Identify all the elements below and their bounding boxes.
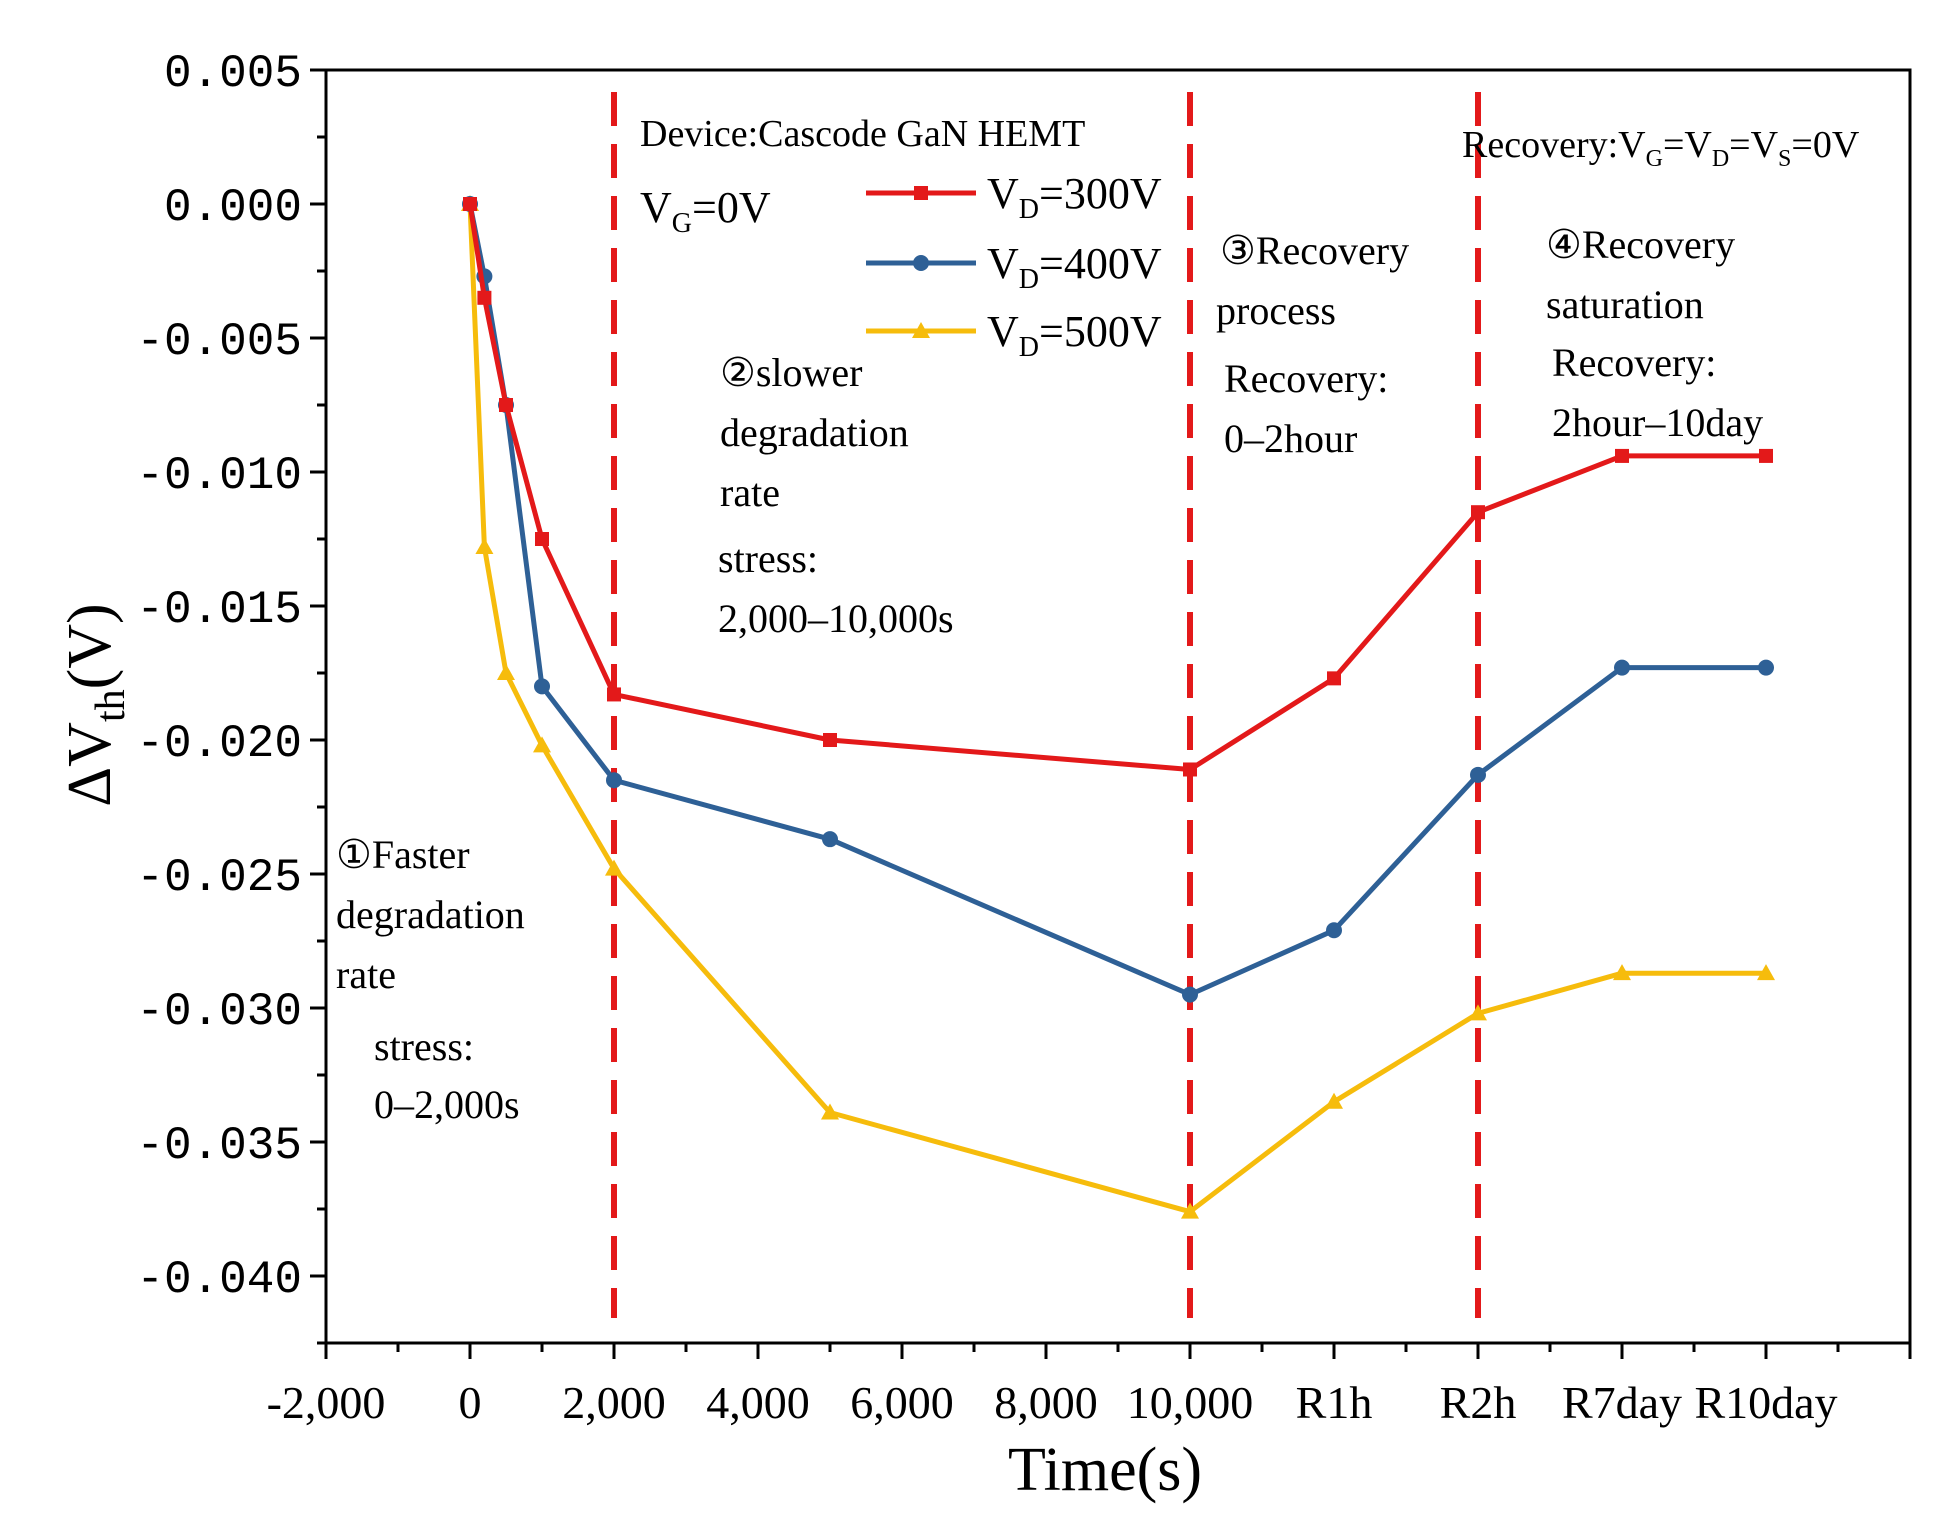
legend-marker-500v bbox=[912, 322, 930, 338]
y-axis-title-main: ΔV bbox=[56, 722, 124, 807]
x-tick-label: R10day bbox=[1694, 1377, 1837, 1428]
data-point-vd500v bbox=[1469, 1004, 1487, 1021]
y-tick-label: -0.015 bbox=[136, 584, 302, 636]
data-point-vd500v bbox=[533, 736, 551, 753]
axis-ticks bbox=[310, 68, 1912, 1359]
y-tick-label: -0.030 bbox=[136, 986, 302, 1038]
legend-item-500v: VD=500V bbox=[866, 307, 1162, 363]
annotation-stage4: ④Recovery saturation Recovery: 2hour–10d… bbox=[1546, 222, 1763, 445]
stage1-line2: degradation bbox=[336, 892, 525, 937]
y-axis-tick-labels: 0.005 0.000 -0.005 -0.010 -0.015 -0.020 -0.025… bbox=[136, 48, 302, 1306]
data-point-vd300v bbox=[1327, 671, 1341, 686]
data-point-vd400v bbox=[822, 831, 838, 848]
x-tick-label: R7day bbox=[1562, 1377, 1682, 1428]
stage4-recovery-line2: 2hour–10day bbox=[1552, 400, 1763, 445]
series-vd300v bbox=[463, 197, 1773, 777]
y-tick-label: -0.010 bbox=[136, 450, 302, 502]
y-tick-label: 0.000 bbox=[164, 182, 302, 234]
x-tick-label: -2,000 bbox=[267, 1377, 386, 1428]
x-tick-label: 0 bbox=[459, 1377, 482, 1428]
legend-label-300v: VD=300V bbox=[987, 169, 1162, 225]
y-tick-label: -0.025 bbox=[136, 852, 302, 904]
x-tick-label: 10,000 bbox=[1127, 1377, 1254, 1428]
data-point-vd500v bbox=[475, 538, 494, 555]
legend-label-400v: VD=400V bbox=[987, 239, 1162, 295]
stage2-line3: rate bbox=[720, 470, 780, 515]
data-point-vd300v bbox=[607, 687, 621, 702]
stage4-recovery-line1: Recovery: bbox=[1552, 340, 1716, 385]
data-point-vd500v bbox=[1181, 1202, 1199, 1219]
annotation-stage3: ③Recovery process Recovery: 0–2hour bbox=[1216, 228, 1409, 461]
data-point-vd400v bbox=[1758, 659, 1774, 676]
legend-item-400v: VD=400V bbox=[866, 239, 1162, 295]
data-point-vd400v bbox=[1182, 986, 1198, 1003]
annotation-device: Device:Cascode GaN HEMT bbox=[640, 113, 1085, 155]
legend-marker-300v bbox=[914, 186, 928, 200]
stage-boundary-lines bbox=[611, 92, 1481, 1318]
data-point-vd400v bbox=[1614, 659, 1630, 676]
data-point-vd300v bbox=[1471, 505, 1485, 520]
stage1-line1: ①Faster bbox=[336, 832, 470, 877]
data-point-vd500v bbox=[821, 1103, 839, 1120]
legend-label-500v: VD=500V bbox=[987, 307, 1162, 363]
stage1-stress-line2: 0–2,000s bbox=[374, 1082, 520, 1127]
legend-item-300v: VD=300V bbox=[866, 169, 1162, 225]
legend-marker-400v bbox=[913, 255, 929, 271]
data-point-vd500v bbox=[1613, 964, 1631, 981]
stage3-line1: ③Recovery bbox=[1220, 228, 1409, 273]
data-point-vd400v bbox=[534, 678, 550, 695]
stage3-line2: process bbox=[1216, 288, 1336, 333]
data-point-vd500v bbox=[497, 664, 515, 680]
x-axis-title: Time(s) bbox=[1008, 1436, 1202, 1504]
y-axis-title-sub: th bbox=[88, 689, 134, 722]
x-tick-label: 2,000 bbox=[562, 1377, 666, 1428]
data-point-vd400v bbox=[606, 772, 622, 789]
x-tick-label: 8,000 bbox=[994, 1377, 1098, 1428]
stage1-line3: rate bbox=[336, 952, 396, 997]
stage4-line1: ④Recovery bbox=[1546, 222, 1735, 267]
y-tick-label: -0.035 bbox=[136, 1120, 302, 1172]
stage1-stress-line1: stress: bbox=[374, 1024, 474, 1069]
stage2-line1: ②slower bbox=[720, 350, 863, 395]
data-point-vd400v bbox=[1326, 922, 1342, 939]
annotation-vg: VG=0V bbox=[640, 183, 771, 239]
stage3-recovery-line1: Recovery: bbox=[1224, 356, 1388, 401]
data-point-vd300v bbox=[535, 532, 549, 546]
data-point-vd500v bbox=[605, 859, 623, 876]
annotation-stage2: ②slower degradation rate stress: 2,000–1… bbox=[718, 350, 954, 641]
x-axis-tick-labels: -2,000 0 2,000 4,000 6,000 8,000 10,000 R1h R2h R… bbox=[267, 1377, 1838, 1428]
data-point-vd300v bbox=[463, 197, 477, 211]
y-tick-label: -0.020 bbox=[136, 718, 302, 770]
data-point-vd300v bbox=[823, 733, 837, 747]
x-tick-label: R1h bbox=[1296, 1377, 1373, 1428]
stage2-line2: degradation bbox=[720, 410, 909, 455]
data-point-vd500v bbox=[1325, 1092, 1343, 1109]
y-axis-title-unit: (V) bbox=[56, 603, 124, 689]
x-tick-label: 6,000 bbox=[850, 1377, 954, 1428]
data-point-vd400v bbox=[1470, 766, 1486, 783]
data-point-vd300v bbox=[477, 290, 492, 305]
x-tick-label: 4,000 bbox=[706, 1377, 810, 1428]
y-tick-label: 0.005 bbox=[164, 48, 302, 100]
data-point-vd300v bbox=[499, 398, 513, 412]
y-tick-label: -0.005 bbox=[136, 316, 302, 368]
series-layer bbox=[461, 195, 1775, 1219]
stage2-stress-line2: 2,000–10,000s bbox=[718, 596, 954, 641]
annotation-stage1: ①Faster degradation rate stress: 0–2,000… bbox=[336, 832, 525, 1127]
svg-text:ΔVth(V): ΔVth(V) bbox=[56, 603, 134, 806]
annotation-recovery-condition: Recovery:VG=VD=VS=0V bbox=[1462, 124, 1860, 172]
data-point-vd500v bbox=[1757, 964, 1775, 981]
y-axis-title: ΔVth(V) bbox=[56, 603, 134, 806]
x-tick-label: R2h bbox=[1440, 1377, 1517, 1428]
data-point-vd300v bbox=[1615, 448, 1629, 463]
y-tick-label: -0.040 bbox=[136, 1254, 302, 1306]
stage4-line2: saturation bbox=[1546, 282, 1704, 327]
stage3-recovery-line2: 0–2hour bbox=[1224, 416, 1357, 461]
data-point-vd300v bbox=[1183, 762, 1197, 777]
stage2-stress-line1: stress: bbox=[718, 536, 818, 581]
data-point-vd300v bbox=[1759, 448, 1773, 463]
legend: VD=300V VD=400V VD=500V bbox=[866, 169, 1162, 363]
